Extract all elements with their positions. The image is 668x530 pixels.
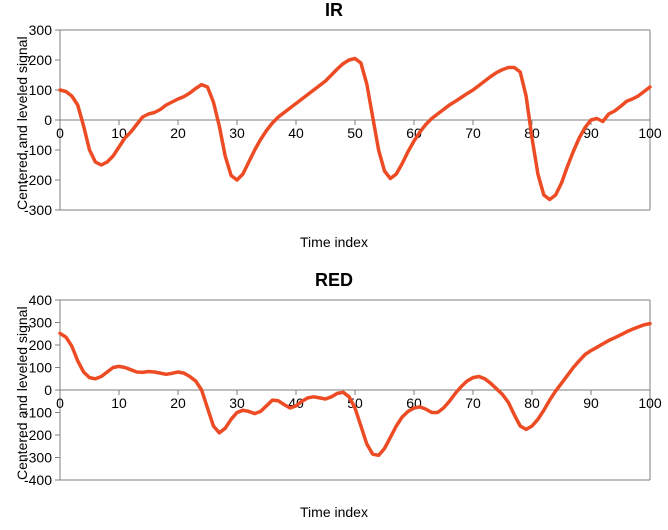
y-tick-label: 100	[29, 82, 53, 98]
figure-root: { "figure": { "width": 668, "height": 53…	[0, 0, 668, 530]
y-tick-label: -100	[24, 142, 52, 158]
x-axis-label-ir: Time index	[0, 234, 668, 250]
chart-panel-red: RED Centered and leveled signal -400-300…	[0, 270, 668, 530]
chart-svg-red: -400-300-200-100010020030040001020304050…	[60, 300, 650, 500]
data-series	[60, 324, 650, 456]
y-tick-label: 200	[29, 337, 53, 353]
x-tick-label: 70	[465, 125, 481, 141]
y-tick-label: -400	[24, 472, 52, 488]
x-tick-label: 100	[638, 125, 662, 141]
x-tick-label: 50	[347, 125, 363, 141]
y-tick-label: -300	[24, 450, 52, 466]
chart-svg-ir: -300-200-1000100200300010203040506070809…	[60, 30, 650, 230]
chart-panel-ir: IR Centered and leveled signal -300-200-…	[0, 0, 668, 260]
x-tick-label: 20	[170, 125, 186, 141]
x-tick-label: 0	[56, 125, 64, 141]
y-tick-label: 0	[44, 112, 52, 128]
x-axis-label-red: Time index	[0, 504, 668, 520]
x-tick-label: 90	[583, 395, 599, 411]
y-tick-label: 300	[29, 22, 53, 38]
y-tick-label: 200	[29, 52, 53, 68]
y-tick-label: -200	[24, 427, 52, 443]
x-tick-label: 80	[524, 395, 540, 411]
y-tick-label: -200	[24, 172, 52, 188]
y-tick-label: 100	[29, 360, 53, 376]
x-tick-label: 30	[229, 125, 245, 141]
chart-title-ir: IR	[0, 0, 668, 21]
y-tick-label: 400	[29, 292, 53, 308]
y-tick-label: 300	[29, 315, 53, 331]
y-tick-label: 0	[44, 382, 52, 398]
y-tick-label: -100	[24, 405, 52, 421]
chart-title-red: RED	[0, 270, 668, 291]
x-tick-label: 20	[170, 395, 186, 411]
x-tick-label: 40	[288, 125, 304, 141]
x-tick-label: 10	[111, 395, 127, 411]
y-tick-label: -300	[24, 202, 52, 218]
x-tick-label: 0	[56, 395, 64, 411]
x-tick-label: 100	[638, 395, 662, 411]
x-tick-label: 70	[465, 395, 481, 411]
